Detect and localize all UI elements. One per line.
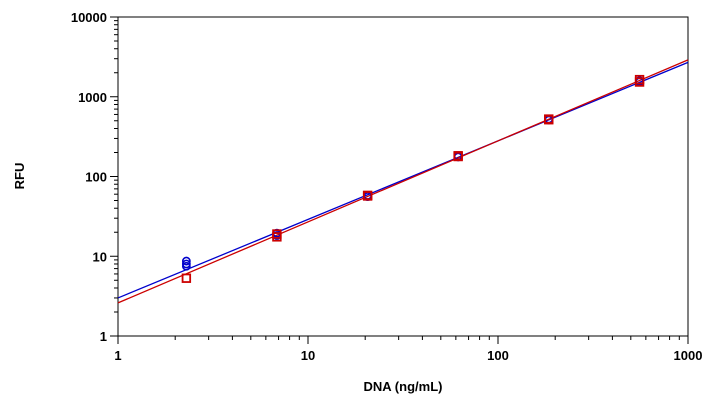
x-axis: 1 10 100 1000 <box>114 336 702 363</box>
x-axis-label: DNA (ng/mL) <box>364 379 443 394</box>
fit-line-1 <box>117 61 689 299</box>
data-point-series-2 <box>544 115 554 125</box>
data-point-series-2 <box>362 191 373 201</box>
data-point-series-2 <box>272 232 282 242</box>
fit-lines <box>117 59 689 304</box>
data-point-series-1 <box>181 256 191 266</box>
x-tick-label: 10 <box>301 348 315 363</box>
data-point-series-1 <box>181 261 191 271</box>
x-tick-label: 1000 <box>674 348 703 363</box>
y-tick-label: 10000 <box>71 10 107 25</box>
fit-line-2 <box>117 59 689 304</box>
y-axis: 1 10 100 1000 10000 <box>71 10 118 344</box>
data-point-series-2 <box>634 77 645 87</box>
y-axis-label: RFU <box>12 163 27 190</box>
x-tick-label: 100 <box>487 348 509 363</box>
y-tick-label: 100 <box>85 170 107 185</box>
y-tick-label: 1000 <box>78 90 107 105</box>
plot-frame <box>117 16 689 337</box>
y-tick-label: 10 <box>93 249 107 264</box>
data-point-series-2 <box>453 151 463 162</box>
data-points <box>181 74 645 283</box>
y-tick-label: 1 <box>100 329 107 344</box>
data-point-series-2 <box>181 273 192 283</box>
x-tick-label: 1 <box>114 348 121 363</box>
